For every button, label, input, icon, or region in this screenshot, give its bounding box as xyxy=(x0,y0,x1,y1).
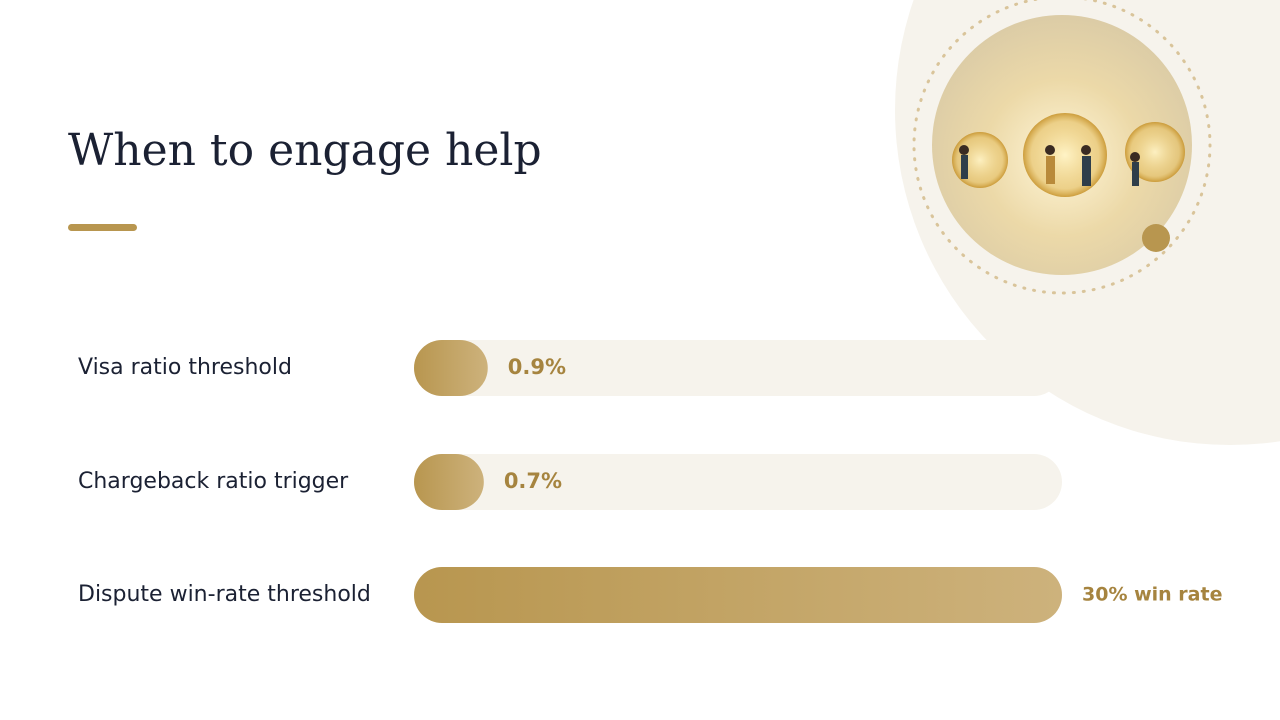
bar xyxy=(414,340,488,396)
accent-dot xyxy=(1142,224,1170,252)
category-label: Chargeback ratio trigger xyxy=(78,469,349,494)
title-underline xyxy=(68,224,137,231)
value-label: 0.7% xyxy=(504,469,562,493)
bar-track xyxy=(414,454,1062,510)
value-label: 0.9% xyxy=(508,355,566,379)
bar xyxy=(414,567,1062,623)
dotted-ring xyxy=(912,0,1212,295)
bar xyxy=(414,454,484,510)
category-label: Dispute win-rate threshold xyxy=(78,582,371,607)
slide-title: When to engage help xyxy=(68,125,542,176)
illustration xyxy=(932,15,1192,275)
category-label: Visa ratio threshold xyxy=(78,355,292,380)
value-label: 30% win rate xyxy=(1082,584,1222,606)
bar-track xyxy=(414,340,1062,396)
